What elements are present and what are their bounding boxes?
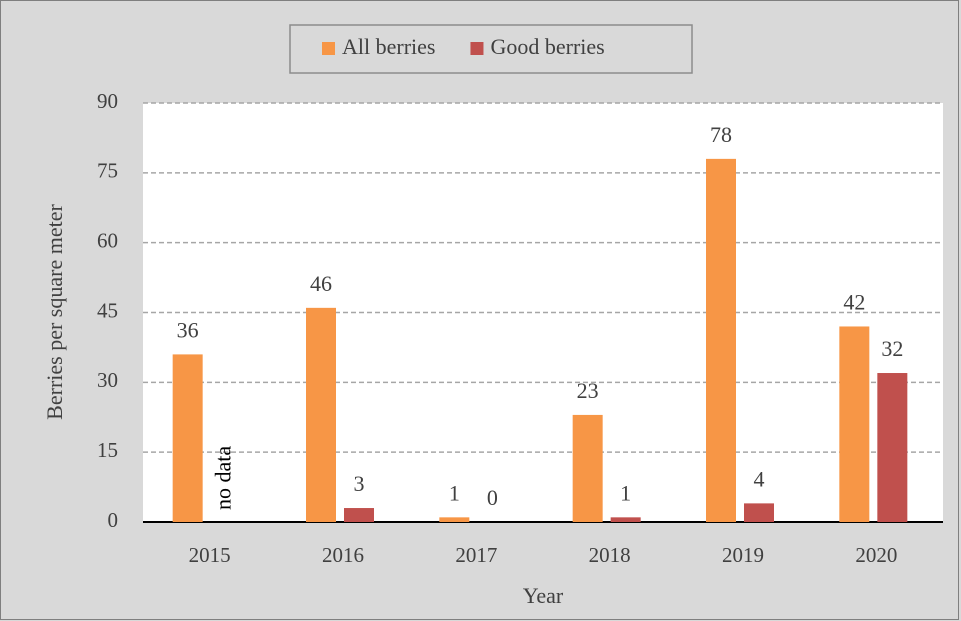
data-label: 1 — [449, 480, 460, 505]
bar — [610, 517, 641, 522]
x-tick-label: 2020 — [855, 543, 897, 567]
data-label: 42 — [843, 290, 865, 315]
bar — [839, 326, 870, 522]
x-tick-label: 2019 — [722, 543, 764, 567]
bar — [344, 508, 374, 522]
data-label: 46 — [310, 271, 332, 296]
data-label: 0 — [487, 485, 498, 510]
x-tick-label: 2015 — [189, 543, 231, 567]
x-tick-label: 2017 — [455, 543, 497, 567]
data-label: 1 — [620, 480, 631, 505]
y-tick-label: 90 — [97, 89, 118, 113]
data-label: 36 — [177, 317, 199, 342]
legend-swatch — [322, 42, 335, 55]
y-tick-label: 15 — [97, 438, 118, 462]
bar — [572, 414, 603, 522]
y-tick-label: 45 — [97, 298, 118, 322]
data-label: 3 — [354, 471, 365, 496]
data-label: 78 — [710, 122, 732, 147]
y-tick-label: 75 — [97, 159, 118, 183]
legend-swatch — [470, 42, 484, 55]
bar — [877, 373, 908, 522]
y-axis-label: Berries per square meter — [42, 204, 67, 420]
bar — [439, 517, 470, 522]
x-tick-label: 2016 — [322, 543, 364, 567]
data-label: 32 — [881, 336, 903, 361]
y-tick-label: 0 — [108, 508, 119, 532]
x-axis-label: Year — [523, 583, 564, 608]
data-label: 23 — [577, 378, 599, 403]
data-label: 4 — [754, 466, 765, 491]
legend — [289, 24, 693, 74]
annotation: no data — [211, 446, 236, 510]
y-tick-label: 30 — [97, 368, 118, 392]
y-tick-label: 60 — [97, 228, 118, 252]
bar — [172, 354, 203, 522]
bar — [706, 158, 736, 522]
bar — [744, 503, 774, 522]
x-tick-label: 2018 — [589, 543, 631, 567]
legend-label: Good berries — [490, 34, 604, 59]
bar — [306, 307, 336, 522]
legend-label: All berries — [342, 34, 435, 59]
